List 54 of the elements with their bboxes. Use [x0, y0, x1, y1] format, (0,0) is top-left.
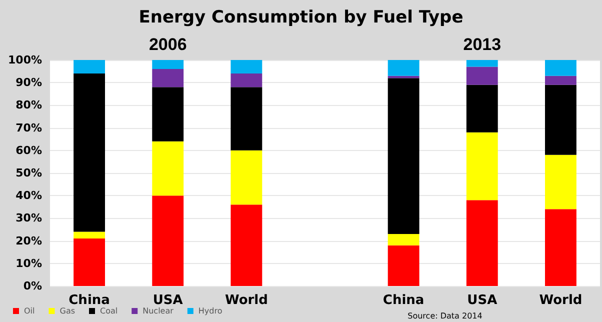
bar	[152, 196, 184, 286]
x-tick-label: USA	[467, 293, 498, 308]
y-tick-label: 60%	[16, 144, 42, 157]
y-tick-label: 80%	[16, 98, 42, 112]
y-tick-label: 90%	[16, 76, 42, 90]
bar	[466, 84, 498, 132]
bar	[230, 74, 262, 88]
bar	[545, 76, 576, 85]
bar	[466, 66, 498, 85]
x-tick-label: China	[382, 293, 424, 308]
bar	[74, 60, 105, 74]
bar	[545, 84, 576, 155]
bar	[466, 60, 498, 67]
y-tick-label: 100%	[8, 54, 42, 66]
bar	[152, 69, 184, 88]
x-tick-label: World	[224, 293, 268, 308]
legend-label: Gas	[60, 306, 76, 316]
chart-title: Energy Consumption by Fuel Type	[138, 8, 464, 28]
x-tick-label: World	[539, 293, 582, 308]
bar	[152, 141, 184, 196]
x-tick-label: USA	[152, 293, 183, 308]
legend-label: Oil	[24, 306, 35, 316]
bar	[388, 245, 420, 286]
bar	[152, 87, 184, 142]
y-tick-label: 70%	[16, 121, 42, 134]
bar	[74, 238, 105, 286]
legend-label: Coal	[100, 306, 118, 316]
bar	[545, 154, 576, 210]
y-tick-label: 50%	[16, 166, 42, 180]
bar	[466, 132, 498, 200]
bar	[230, 60, 262, 74]
x-tick-label: China	[68, 293, 110, 308]
legend-label: Hydro	[198, 306, 222, 316]
bar	[74, 232, 105, 239]
source-note: Source: Data 2014	[408, 312, 482, 320]
bar	[230, 87, 262, 150]
bar	[388, 60, 420, 76]
bar	[230, 150, 262, 205]
text: 2006	[148, 35, 187, 54]
bar	[388, 78, 420, 234]
bar	[545, 209, 576, 286]
bar	[466, 200, 498, 286]
bar	[545, 60, 576, 76]
bar	[152, 60, 184, 70]
y-tick-label: 0%	[23, 280, 42, 292]
y-tick-label: 20%	[16, 234, 42, 248]
bar	[230, 204, 262, 286]
bar	[74, 74, 105, 232]
y-tick-label: 10%	[16, 256, 42, 270]
legend-label: Nuclear	[142, 306, 174, 316]
y-tick-label: 40%	[16, 189, 42, 202]
text: 2013	[463, 35, 502, 54]
y-tick-label: 30%	[16, 212, 42, 225]
bar	[388, 234, 420, 246]
